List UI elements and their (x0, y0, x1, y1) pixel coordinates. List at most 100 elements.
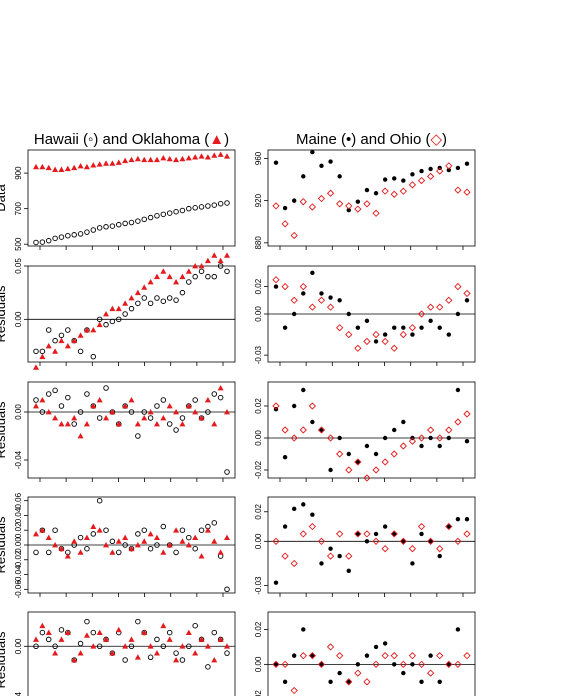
data-point-s1 (364, 443, 370, 449)
data-point-s1 (291, 311, 297, 317)
data-point-s2 (436, 303, 444, 311)
data-point-s1 (310, 653, 315, 658)
data-point-s2 (354, 344, 362, 352)
data-point-s1 (33, 549, 39, 556)
y-tick-label: 920 (254, 193, 263, 207)
data-point-s2 (363, 678, 371, 686)
data-point-s1 (141, 527, 147, 533)
data-point-s2 (417, 660, 426, 669)
data-point-s1 (198, 527, 205, 533)
data-point-s1 (65, 394, 71, 401)
data-point-s2 (345, 466, 353, 474)
data-point-s2 (211, 152, 218, 158)
data-point-s2 (109, 160, 116, 166)
data-point-s2 (141, 538, 148, 544)
data-point-s1 (186, 279, 192, 285)
data-point-s1 (77, 534, 84, 541)
data-point-s2 (336, 450, 344, 458)
data-point-s1 (173, 208, 179, 215)
data-point-s2 (299, 530, 307, 538)
data-point-s2 (166, 636, 173, 642)
data-point-s2 (326, 303, 335, 311)
data-point-s1 (301, 174, 306, 179)
y-tick-label: 0.02 (254, 503, 263, 519)
data-point-s2 (96, 397, 103, 403)
data-point-s1 (141, 216, 147, 223)
data-point-s1 (154, 213, 160, 219)
data-point-s2 (134, 155, 141, 162)
data-point-s2 (454, 537, 462, 545)
data-point-s2 (363, 474, 371, 482)
data-point-s1 (328, 679, 333, 685)
data-point-s1 (364, 187, 370, 193)
data-point-s2 (336, 324, 344, 332)
data-point-s1 (217, 200, 224, 207)
data-point-s2 (281, 552, 289, 560)
data-point-s1 (179, 657, 186, 663)
data-point-s2 (134, 421, 141, 427)
data-point-s2 (39, 163, 46, 170)
data-point-s1 (419, 679, 424, 685)
data-point-s2 (436, 545, 444, 553)
data-point-s2 (336, 200, 344, 208)
data-point-s2 (128, 156, 135, 163)
data-point-s1 (211, 202, 218, 208)
y-tick-label: 880 (254, 236, 263, 250)
data-point-s2 (408, 324, 417, 332)
data-point-s2 (224, 409, 230, 415)
data-point-s1 (346, 311, 351, 317)
data-point-s2 (390, 530, 398, 538)
data-point-s2 (192, 650, 199, 656)
data-point-s2 (52, 166, 59, 172)
data-point-s1 (346, 679, 351, 685)
data-point-s1 (198, 268, 205, 275)
data-point-s2 (211, 252, 218, 258)
data-point-s2 (173, 156, 180, 163)
data-point-s2 (345, 678, 353, 686)
data-point-s1 (84, 391, 90, 397)
data-point-s1 (160, 643, 167, 650)
data-point-s2 (128, 295, 135, 301)
data-point-s2 (115, 305, 122, 312)
data-point-s1 (77, 348, 84, 355)
data-point-s1 (319, 561, 324, 566)
data-point-s1 (147, 415, 154, 421)
data-point-s2 (436, 434, 444, 442)
data-point-s1 (116, 549, 122, 556)
data-point-s2 (179, 273, 186, 280)
data-point-s1 (224, 650, 230, 656)
data-point-s1 (301, 627, 306, 632)
data-point-s2 (71, 415, 78, 421)
data-point-s2 (109, 409, 116, 415)
data-point-s1 (39, 348, 46, 355)
data-point-s1 (192, 397, 198, 403)
data-point-s1 (392, 427, 397, 433)
data-point-s1 (166, 295, 173, 301)
panel-9: -0.04 0.00 Residuals (0, 611, 236, 696)
data-point-s2 (115, 538, 122, 544)
data-point-s2 (71, 164, 78, 171)
data-point-s2 (122, 643, 129, 649)
data-point-s1 (428, 539, 433, 544)
data-point-s1 (96, 497, 103, 504)
data-point-s1 (346, 207, 351, 213)
data-point-s1 (401, 670, 406, 676)
data-point-s1 (109, 318, 116, 325)
data-point-s1 (224, 268, 230, 275)
data-point-s2 (326, 643, 335, 651)
data-point-s2 (64, 629, 71, 635)
data-point-s1 (58, 403, 65, 409)
data-point-s2 (198, 263, 205, 269)
data-point-s2 (58, 337, 65, 344)
data-point-s2 (445, 162, 453, 170)
data-point-s1 (428, 166, 433, 172)
data-point-s2 (39, 353, 46, 360)
data-point-s1 (103, 321, 109, 328)
data-point-s1 (211, 273, 218, 280)
data-point-s2 (83, 421, 90, 427)
data-point-s2 (224, 153, 230, 159)
data-point-s1 (205, 273, 211, 280)
data-point-s1 (77, 231, 84, 237)
data-point-s2 (326, 189, 335, 197)
data-point-s2 (153, 156, 160, 163)
